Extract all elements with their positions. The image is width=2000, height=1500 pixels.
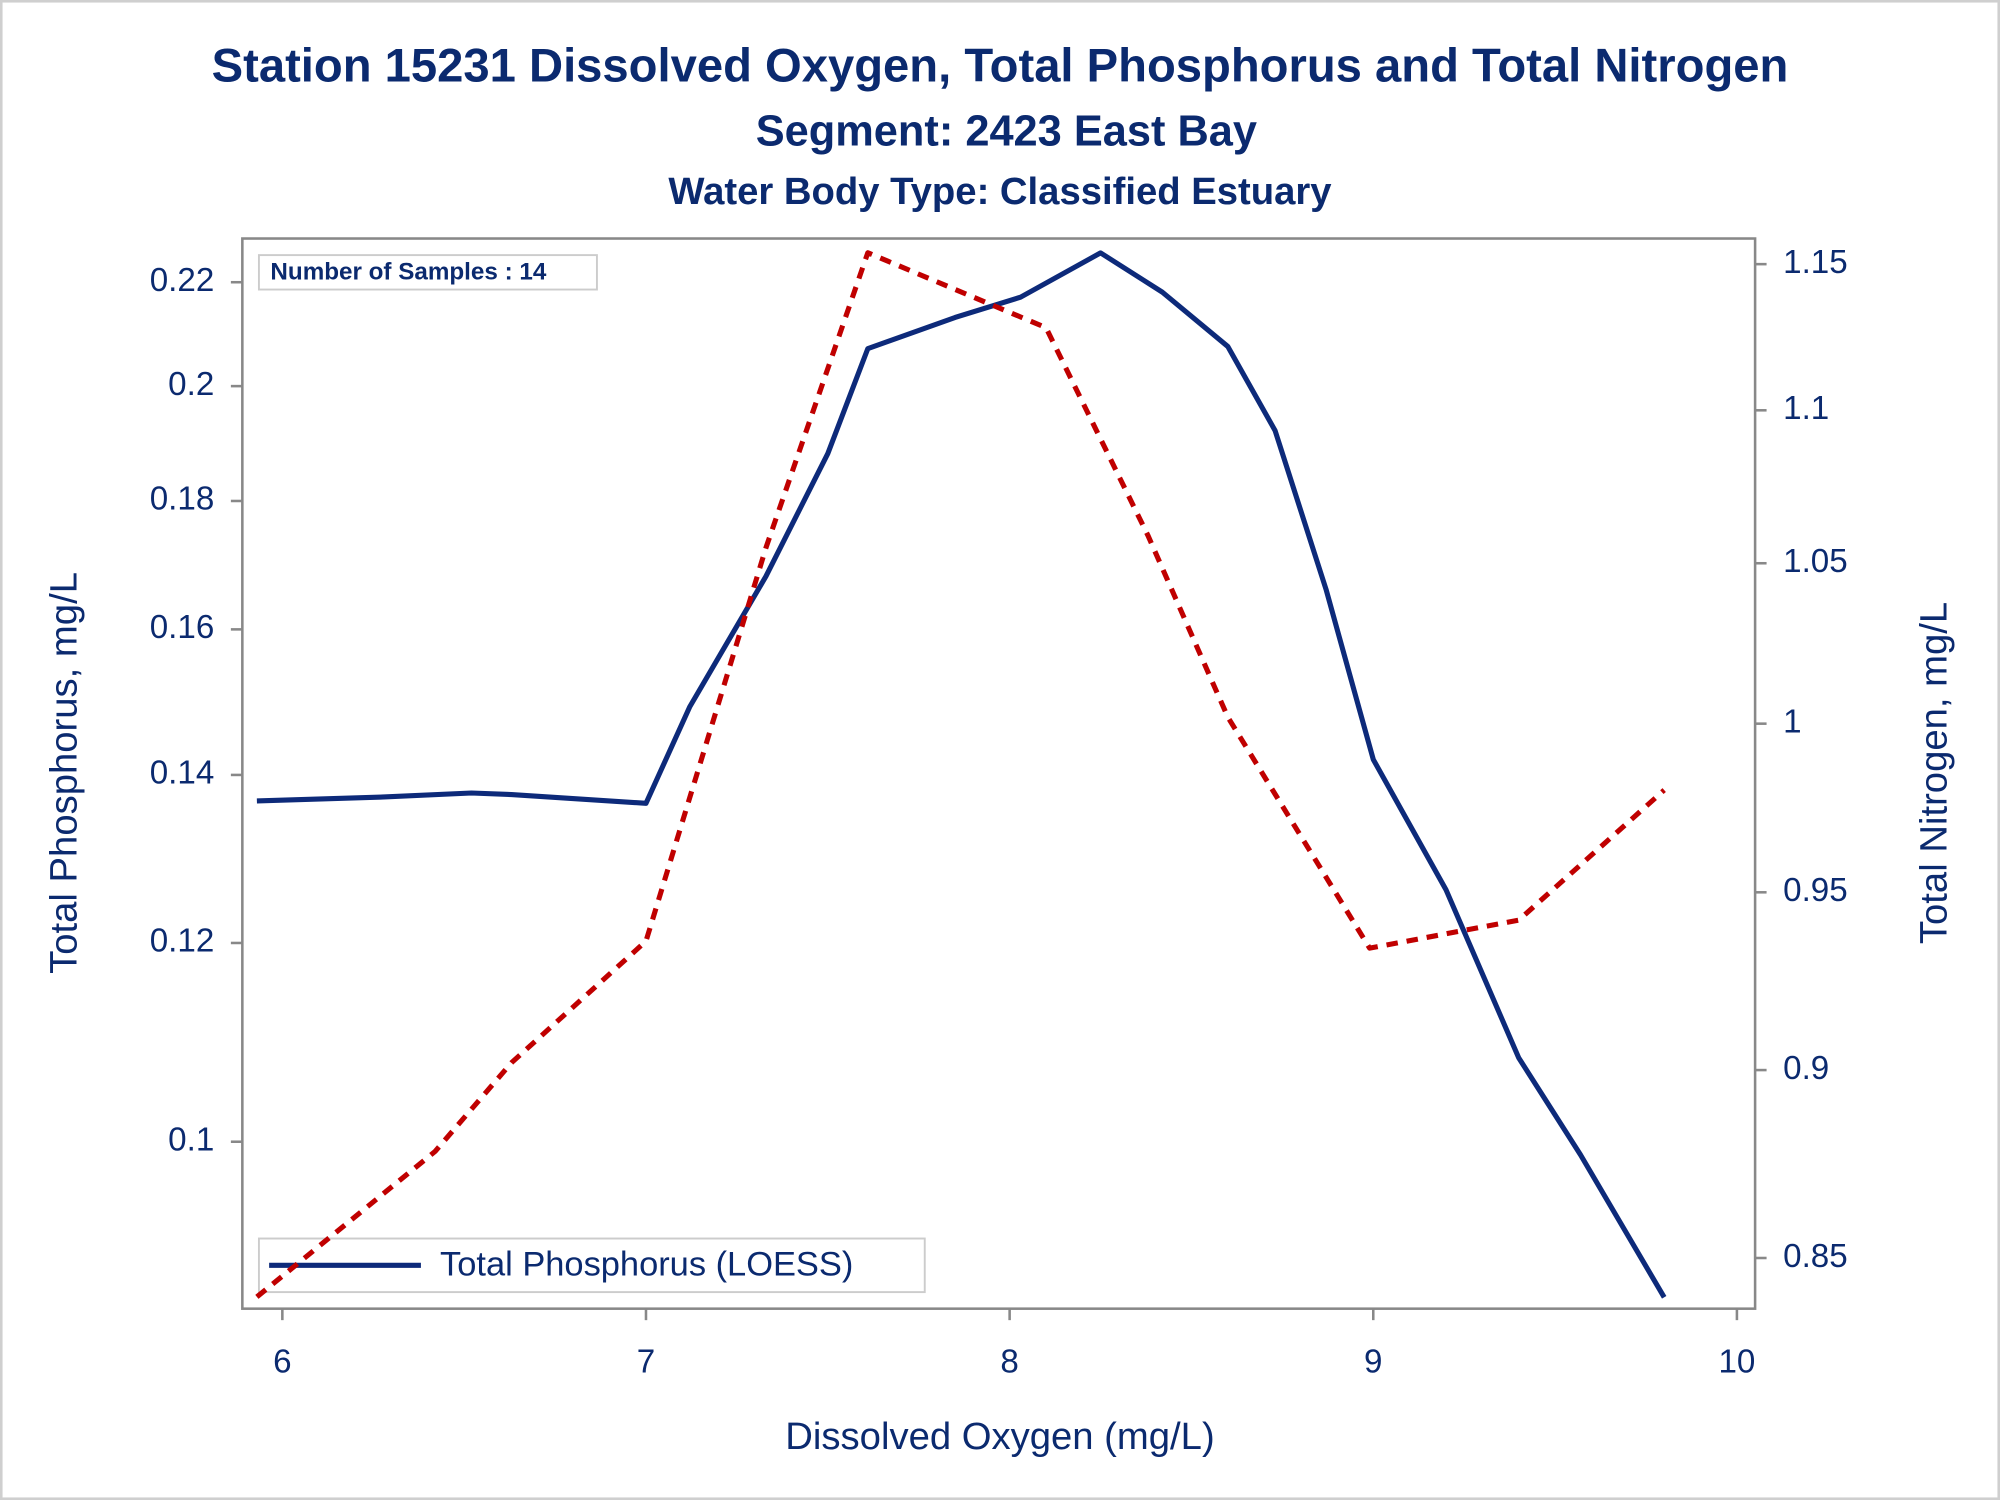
x-tick-label: 9	[1364, 1343, 1382, 1380]
x-tick-label: 10	[1718, 1343, 1755, 1380]
series-line	[255, 250, 1666, 1299]
legend: Total Phosphorus (LOESS)	[257, 1237, 926, 1294]
y-tick-label: 0.14	[150, 755, 215, 792]
x-tick-label: 7	[637, 1343, 655, 1380]
plot-area	[241, 237, 1757, 1310]
y-tick-label: 0.18	[150, 481, 215, 518]
y2-axis-label: Total Nitrogen, mg/L	[1912, 602, 1955, 944]
series-line	[256, 250, 1667, 1299]
y-tick-label: 0.16	[150, 609, 215, 646]
annotation: Number of Samples : 14	[270, 258, 546, 285]
annotation-box	[257, 254, 598, 291]
y2-tick-label: 0.85	[1783, 1238, 1848, 1275]
y-tick-label: 0.1	[168, 1121, 214, 1158]
y2-tick-label: 1	[1783, 703, 1801, 740]
y2-tick-label: 1.05	[1783, 543, 1848, 580]
y2-tick-label: 1.15	[1783, 244, 1848, 281]
y-tick-label: 0.22	[150, 262, 215, 299]
y-axis-label: Total Phosphorus, mg/L	[42, 572, 85, 974]
chart-subtitle: Segment: 2423 East Bay	[756, 107, 1257, 155]
y2-tick-label: 0.9	[1783, 1050, 1829, 1087]
y2-tick-label: 1.1	[1783, 390, 1829, 427]
y2-tick-label: 0.95	[1783, 872, 1848, 909]
legend-label: Total Phosphorus (LOESS)	[440, 1246, 853, 1284]
chart-subtitle: Water Body Type: Classified Estuary	[668, 170, 1332, 213]
chart-title: Station 15231 Dissolved Oxygen, Total Ph…	[212, 39, 1789, 92]
y-tick-label: 0.2	[168, 366, 214, 403]
x-tick-label: 8	[1000, 1343, 1018, 1380]
legend-box	[257, 1237, 926, 1294]
x-tick-label: 6	[273, 1343, 291, 1380]
x-axis-label: Dissolved Oxygen (mg/L)	[785, 1415, 1214, 1458]
y-tick-label: 0.12	[150, 923, 215, 960]
